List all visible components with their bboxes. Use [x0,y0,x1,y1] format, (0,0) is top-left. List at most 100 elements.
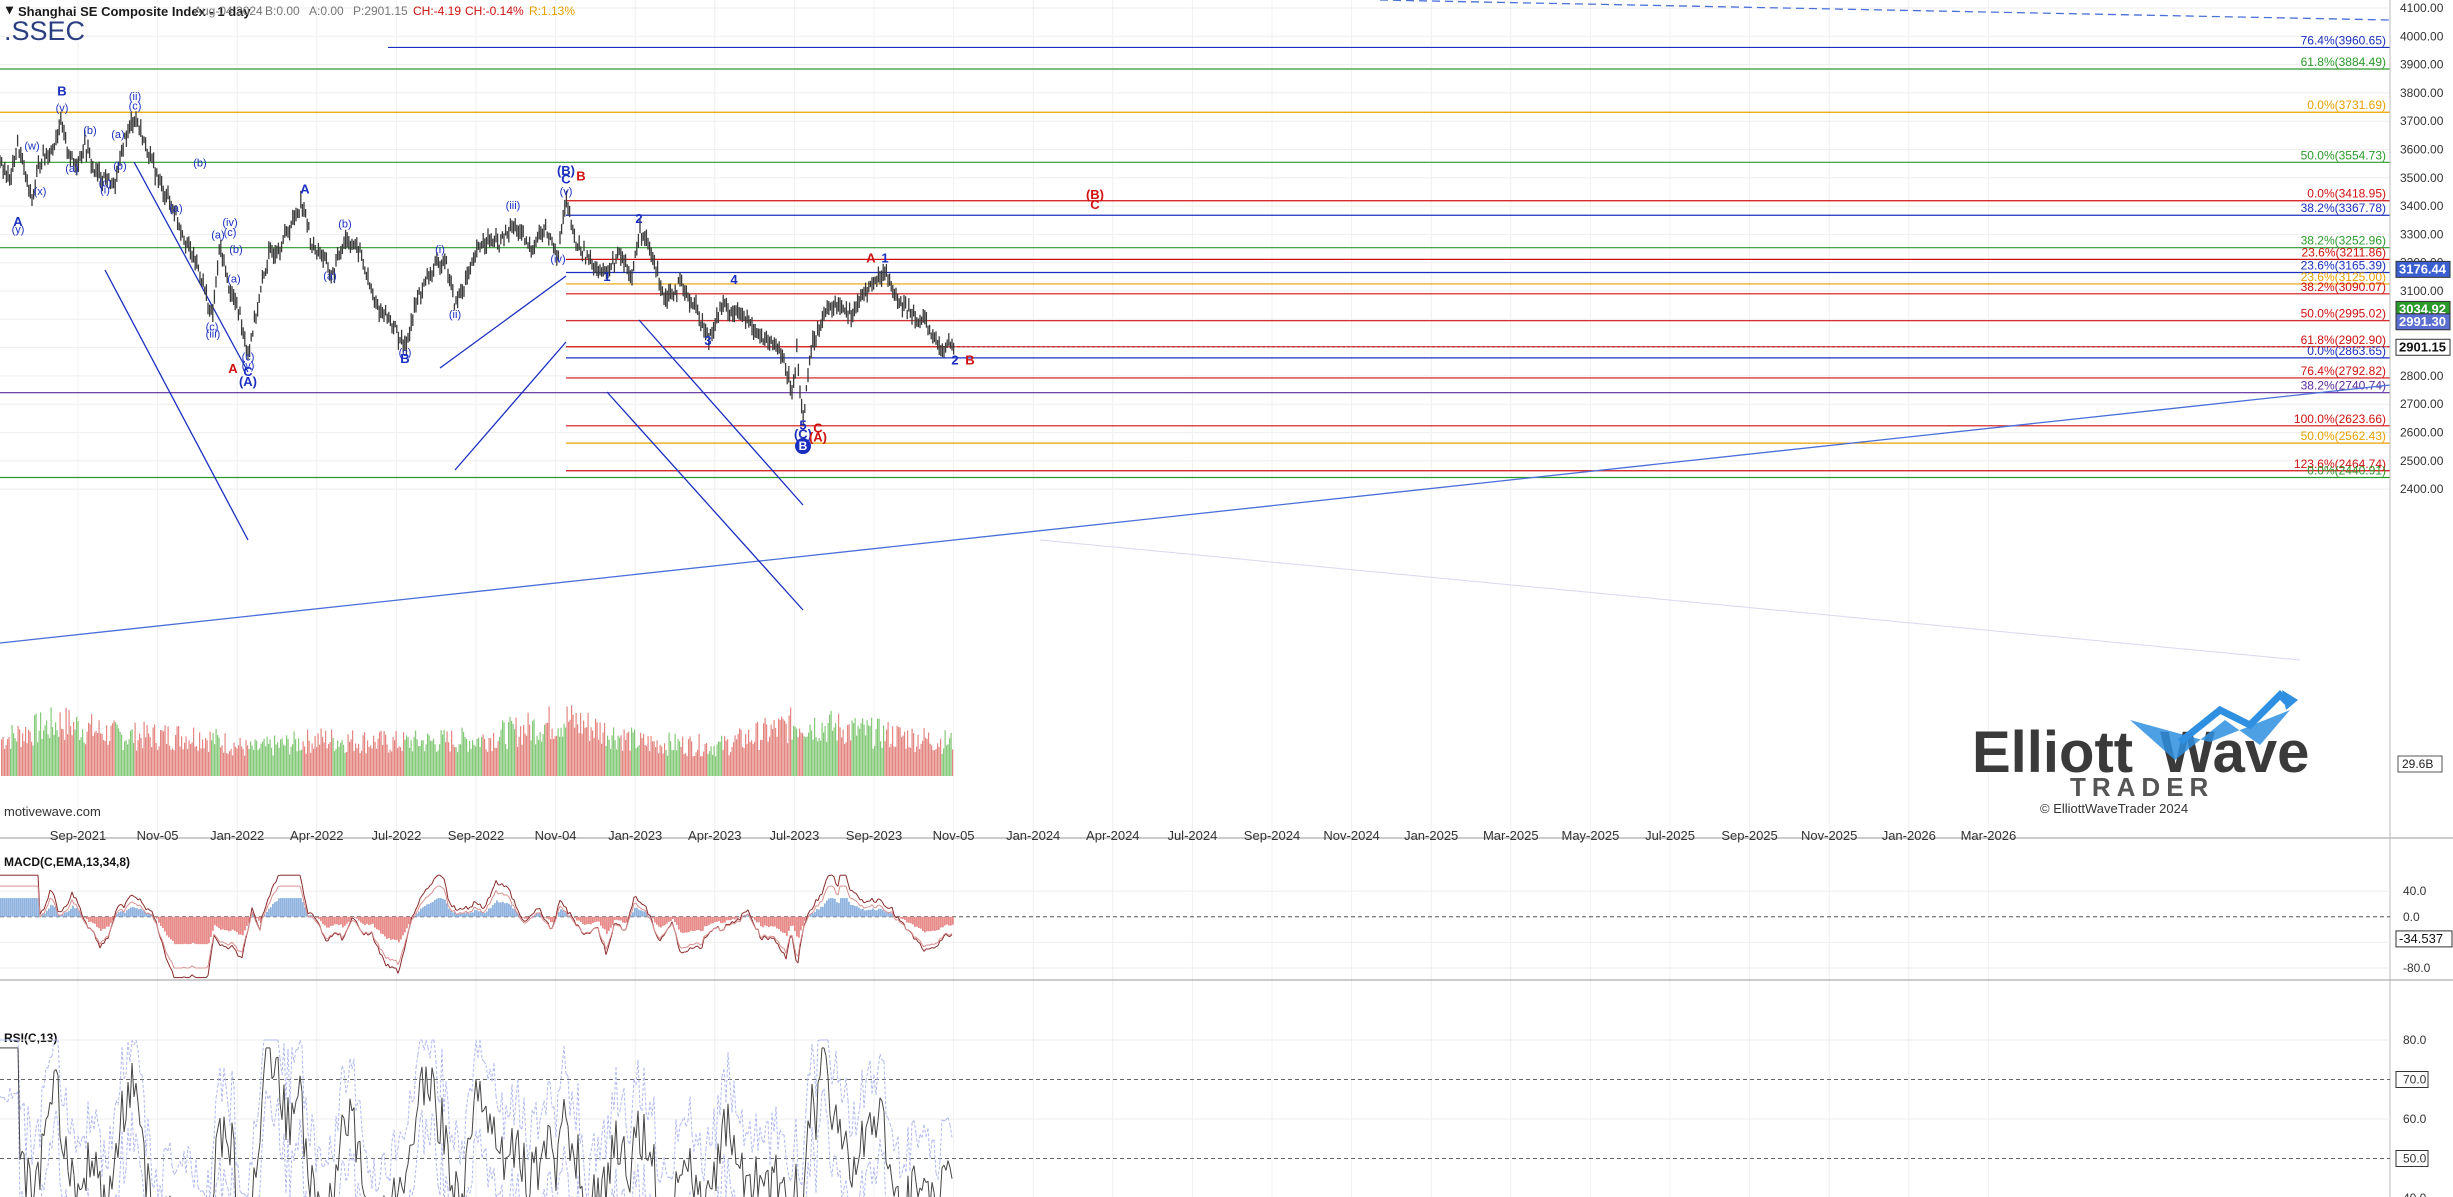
rsi-band-line [517,1079,521,1128]
rsi-band-line [89,1115,93,1133]
volume-bar [20,746,22,776]
rsi-band-line [517,1173,520,1197]
x-tick-label: Jan-2023 [608,828,662,843]
volume-bar [232,755,234,776]
macd-histogram-bar [822,906,824,917]
volume-bar [652,741,654,776]
volume-bar [401,751,403,776]
rsi-band-line [685,1120,689,1128]
macd-signal-line [65,908,69,912]
rsi-band-line [775,1106,779,1150]
volume-bar [272,755,274,776]
volume-bar [893,746,895,776]
volume-bar [815,737,817,776]
rsi-band-line [281,1043,285,1075]
macd-histogram-bar [712,916,714,924]
rsi-band-line [665,1171,669,1178]
macd-line [879,899,883,902]
volume-bar [326,748,328,776]
rsi-band-line [735,1114,739,1117]
rsi-band-line [179,1161,183,1167]
rsi-band-line [125,1128,129,1171]
volume-bar [593,737,595,776]
rsi-line [361,1184,365,1195]
macd-histogram-bar [596,916,598,922]
volume-bar [70,726,72,776]
macd-histogram-bar [336,916,338,925]
rsi-band-line [777,1129,781,1150]
volume-bar [607,735,609,776]
macd-line [697,945,701,950]
rsi-line [851,1156,855,1188]
volume-bar [574,727,576,776]
volume-bar [313,748,315,776]
macd-line [899,920,903,923]
wave-label: (a) [211,230,224,242]
rsi-band-line [51,1039,55,1057]
volume-bar [253,749,255,776]
macd-histogram-bar [928,916,930,932]
macd-line [525,918,529,922]
macd-line [323,935,327,942]
volume-bar [31,741,33,776]
wave-label: (A) [809,430,827,445]
rsi-line [613,1120,617,1159]
rsi-band-line [707,1127,711,1147]
macd-histogram-bar [66,912,68,917]
rsi-band-line [159,1185,163,1197]
volume-bar [803,736,805,776]
macd-line [55,902,59,912]
macd-histogram-bar [138,909,140,917]
macd-signal-line [79,911,83,918]
y-tick-label: 2400.00 [2400,482,2444,496]
rsi-band-line [827,1039,831,1063]
rsi-band-line [467,1187,471,1194]
rsi-band-line [149,1137,153,1185]
rsi-line [47,1102,51,1117]
macd-line [231,945,235,949]
macd-histogram-bar [462,913,464,917]
macd-histogram-bar [266,911,268,917]
macd-histogram-bar [644,911,646,917]
macd-line [923,948,927,952]
rsi-band-line [785,1157,789,1173]
volume-bar [557,728,559,776]
rsi-band-line [227,1188,230,1197]
rsi-line [115,1143,119,1158]
volume-bar [937,743,939,776]
rsi-band-line [207,1169,211,1197]
volume-bar [626,732,628,776]
rsi-band-line [339,1160,343,1186]
volume-bar [344,752,346,776]
rsi-band-line [243,1193,247,1197]
macd-signal-line [533,912,537,917]
volume-bar [703,751,705,776]
rsi-line [623,1136,627,1176]
rsi-band-line [349,1058,353,1070]
volume-bar [673,750,675,776]
rsi-band-line [143,1094,147,1157]
macd-line [447,898,451,904]
macd-line [681,951,685,954]
volume-bar [841,737,843,776]
macd-histogram-bar [228,916,230,932]
volume-bar [293,731,295,776]
macd-histogram-bar [74,908,76,917]
rsi-band-line [381,1152,385,1157]
volume-bar [76,716,78,776]
rsi-band-line [619,1097,623,1111]
volume-bar [250,741,252,776]
volume-bar [685,753,687,776]
volume-bar [946,745,948,776]
macd-line [817,894,821,901]
macd-histogram-bar [752,916,754,919]
macd-line [355,920,359,926]
macd-signal-line [115,910,119,915]
macd-signal-line [487,903,491,906]
macd-histogram-bar [322,916,324,925]
volume-bar [461,727,463,776]
rsi-band-line [805,1162,809,1197]
macd-histogram-bar [794,916,796,932]
rsi-band-line [419,1109,423,1121]
rsi-band-line [565,1162,569,1175]
